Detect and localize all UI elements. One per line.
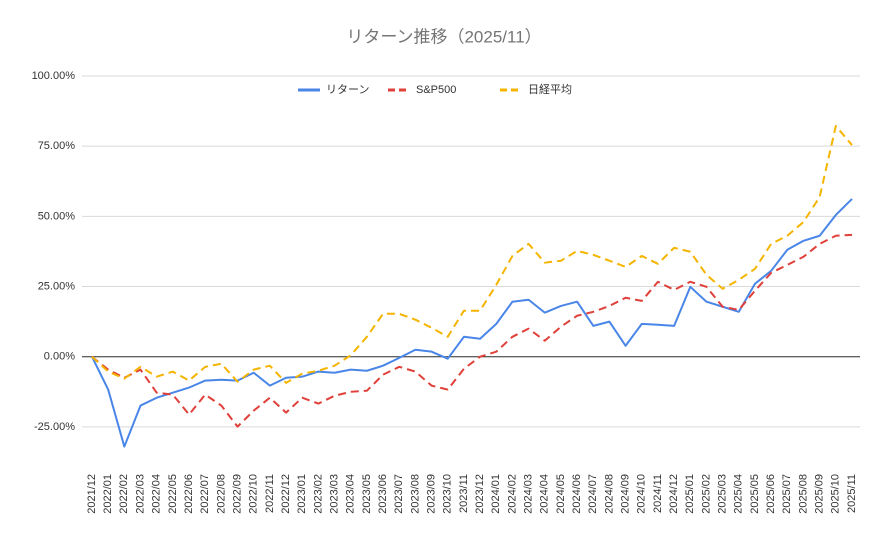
x-tick-label: 2023/07 — [393, 474, 405, 514]
x-tick-label: 2024/12 — [668, 474, 680, 514]
legend-label: リターン — [326, 83, 369, 96]
x-tick-label: 2023/05 — [361, 474, 373, 514]
x-tick-label: 2022/02 — [118, 474, 130, 514]
x-tick-label: 2021/12 — [86, 474, 98, 514]
x-tick-label: 2025/04 — [733, 474, 745, 514]
x-tick-label: 2024/07 — [587, 474, 599, 514]
x-tick-label: 2023/12 — [474, 474, 486, 514]
x-tick-label: 2025/10 — [830, 474, 842, 514]
x-tick-label: 2024/11 — [652, 474, 664, 513]
x-tick-label: 2025/02 — [700, 474, 712, 514]
line-series — [91, 198, 853, 448]
y-tick-label: 25.00% — [38, 280, 76, 292]
x-tick-label: 2025/08 — [797, 474, 809, 514]
x-tick-label: 2025/03 — [717, 474, 729, 514]
x-tick-label: 2022/05 — [167, 474, 179, 514]
x-tick-label: 2022/10 — [248, 474, 260, 514]
x-tick-label: 2025/06 — [765, 474, 777, 514]
x-tick-label: 2023/06 — [377, 474, 389, 514]
x-tick-label: 2023/11 — [458, 474, 470, 513]
y-tick-label: 75.00% — [38, 140, 76, 152]
x-tick-label: 2023/02 — [312, 474, 324, 514]
x-tick-label: 2022/06 — [183, 474, 195, 514]
x-tick-label: 2024/09 — [620, 474, 632, 514]
x-tick-label: 2024/10 — [636, 474, 648, 514]
x-tick-label: 2024/05 — [555, 474, 567, 514]
legend-label: 日経平均 — [528, 83, 572, 96]
x-tick-label: 2025/07 — [781, 474, 793, 514]
chart-title: リターン推移（2025/11） — [346, 27, 541, 46]
y-tick-label: 50.00% — [38, 210, 76, 222]
line-series — [91, 124, 853, 384]
x-tick-label: 2025/01 — [684, 474, 696, 514]
x-tick-label: 2022/03 — [134, 474, 146, 514]
x-tick-label: 2023/10 — [442, 474, 454, 514]
legend-label: S&P500 — [416, 84, 456, 96]
y-tick-label: -25.00% — [34, 421, 75, 433]
x-tick-label: 2023/08 — [409, 474, 421, 514]
x-tick-label: 2025/05 — [749, 474, 761, 514]
x-tick-label: 2022/09 — [231, 474, 243, 514]
x-tick-label: 2025/09 — [814, 474, 826, 514]
x-tick-label: 2024/01 — [490, 474, 502, 514]
x-tick-label: 2023/09 — [425, 474, 437, 514]
x-tick-label: 2024/04 — [539, 474, 551, 514]
y-tick-label: 0.00% — [44, 351, 75, 363]
x-tick-label: 2022/12 — [280, 474, 292, 514]
x-tick-label: 2022/01 — [102, 474, 114, 514]
x-tick-label: 2024/06 — [571, 474, 583, 514]
x-tick-label: 2025/11 — [846, 474, 858, 513]
x-tick-label: 2022/11 — [264, 474, 276, 513]
line-series — [91, 233, 853, 428]
x-tick-label: 2022/08 — [215, 474, 227, 514]
x-tick-label: 2024/03 — [523, 474, 535, 514]
x-tick-label: 2024/08 — [603, 474, 615, 514]
x-tick-label: 2023/03 — [328, 474, 340, 514]
y-tick-label: 100.00% — [32, 70, 76, 82]
x-tick-label: 2024/02 — [506, 474, 518, 514]
x-tick-label: 2023/01 — [296, 474, 308, 514]
x-tick-label: 2023/04 — [345, 474, 357, 514]
x-tick-label: 2022/04 — [151, 474, 163, 514]
x-tick-label: 2022/07 — [199, 474, 211, 514]
